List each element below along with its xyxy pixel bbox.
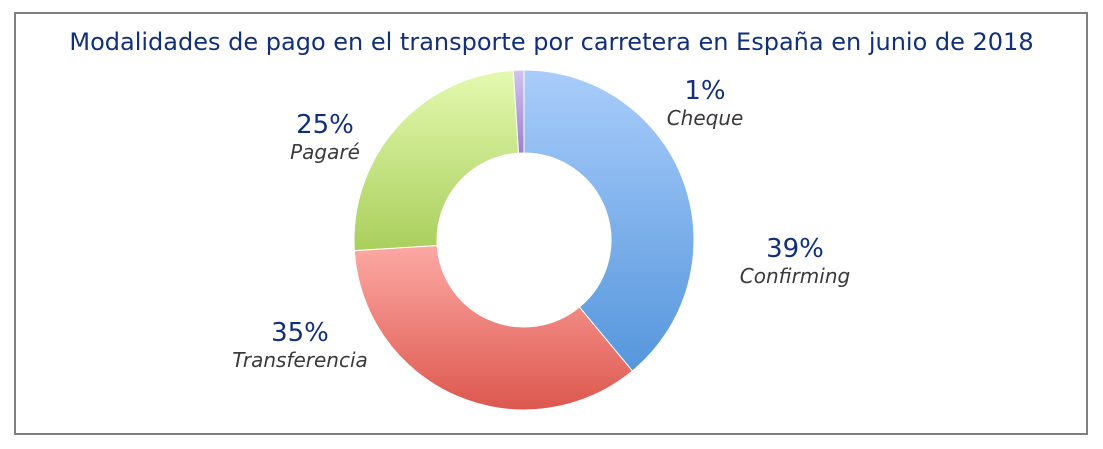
value-label-pagare: 25% [296,110,354,140]
label-transferencia: 35% Transferencia [210,318,390,372]
category-label-confirming: Confirming [739,264,851,288]
slice-pagar [353,69,520,252]
value-label-transferencia: 35% [271,318,329,348]
label-confirming: 39% Confirming [720,234,870,288]
chart-title: Modalidades de pago en el transporte por… [69,28,1034,56]
chart-frame [14,12,1088,435]
category-label-transferencia: Transferencia [232,348,368,372]
slice-confirming [523,69,695,372]
category-label-pagare: Pagaré [290,140,360,164]
value-label-cheque: 1% [684,76,726,106]
category-label-cheque: Cheque [666,106,744,130]
label-cheque: 1% Cheque [640,76,770,130]
label-pagare: 25% Pagaré [260,110,390,164]
slice-cheque [512,69,525,154]
value-label-confirming: 39% [766,234,824,264]
slice-transferencia [353,244,634,411]
